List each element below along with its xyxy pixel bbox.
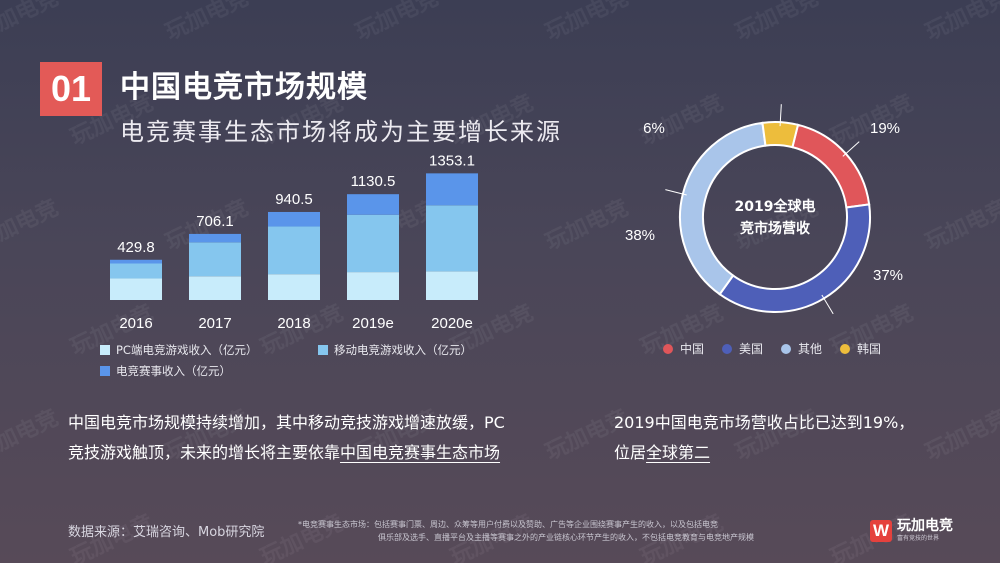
page-subtitle: 电竞赛事生态市场将成为主要增长来源 xyxy=(120,118,562,146)
left-description-line2-text: 竞技游戏触顶，未来的增长将主要依靠 xyxy=(68,443,341,462)
watermark-text: 玩加电竞 xyxy=(0,0,62,45)
legend-swatch-pc xyxy=(100,345,110,355)
bar-segment-pc-2018 xyxy=(268,274,320,300)
section-number-badge: 01 xyxy=(40,62,102,116)
bar-segment-esports-2017 xyxy=(189,233,241,243)
bar-segment-mobile-2018 xyxy=(268,226,320,275)
donut-slice-china xyxy=(791,123,871,209)
logo-name: 玩加电竞 xyxy=(897,518,953,534)
slice-leader-line xyxy=(665,189,687,196)
watermark-text: 玩加电竞 xyxy=(922,0,1000,45)
right-description-line2-text: 位居 xyxy=(614,443,647,462)
legend-label: 韩国 xyxy=(857,342,882,356)
slice-percent-label: 19% xyxy=(870,120,900,137)
legend-item-mobile: 移动电竞游戏收入（亿元） xyxy=(318,342,472,358)
slice-leader-line xyxy=(842,141,860,157)
watermark-text: 玩加电竞 xyxy=(0,405,62,465)
legend-label-mobile: 移动电竞游戏收入（亿元） xyxy=(334,343,472,357)
donut-center-label: 2019全球电 xyxy=(735,198,816,215)
category-label: 2017 xyxy=(198,315,231,332)
slice-leader-line xyxy=(779,104,782,127)
right-description: 2019中国电竞市场营收占比已达到19%， 位居全球第二 xyxy=(614,408,954,468)
watermark-text: 玩加电竞 xyxy=(542,0,632,45)
slice-percent-label: 38% xyxy=(625,227,655,244)
legend-label-esports: 电竞赛事收入（亿元） xyxy=(116,364,231,378)
watermark-text: 玩加电竞 xyxy=(162,0,252,45)
left-description: 中国电竞市场规模持续增加，其中移动竞技游戏增速放缓，PC 竞技游戏触顶，未来的增… xyxy=(68,408,568,468)
bar-total-label: 940.5 xyxy=(275,191,313,208)
legend-label: 中国 xyxy=(680,342,705,356)
page-title: 中国电竞市场规模 xyxy=(120,70,368,105)
highlight-ecosystem-market: 中国电竞赛事生态市场 xyxy=(340,443,501,462)
footnote-line1: *电竞赛事生态市场：包括赛事门票、周边、众筹等用户付费以及赞助、广告等企业围绕赛… xyxy=(298,520,718,529)
bar-segment-esports-2019e xyxy=(347,194,399,215)
category-label: 2019e xyxy=(352,315,394,332)
bar-segment-mobile-2017 xyxy=(189,242,241,277)
left-description-line1: 中国电竞市场规模持续增加，其中移动竞技游戏增速放缓，PC xyxy=(68,413,505,432)
watermark-text: 玩加电竞 xyxy=(0,195,62,255)
slice-leader-line xyxy=(821,294,834,315)
logo-w-icon: W xyxy=(870,520,892,542)
bar-segment-esports-2018 xyxy=(268,211,320,227)
logo-tagline: 富有竞技的世界 xyxy=(897,535,940,542)
bar-total-label: 706.1 xyxy=(196,213,234,230)
bar-segment-mobile-2020e xyxy=(426,205,478,272)
slice-percent-label: 37% xyxy=(873,267,903,284)
legend-dot xyxy=(663,343,673,354)
watermark-text: 玩加电竞 xyxy=(732,0,822,45)
bar-segment-pc-2020e xyxy=(426,271,478,300)
legend-label: 美国 xyxy=(739,342,764,356)
legend-label: 其他 xyxy=(798,342,823,356)
category-label: 2016 xyxy=(119,315,152,332)
bar-segment-esports-2020e xyxy=(426,173,478,206)
donut-center-label: 竞市场营收 xyxy=(740,220,811,237)
legend-dot xyxy=(840,343,851,354)
slice-percent-label: 6% xyxy=(643,120,665,137)
bar-total-label: 1130.5 xyxy=(351,173,396,190)
donut-legend-item-china: 中国 xyxy=(663,340,704,357)
donut-legend-item-usa: 美国 xyxy=(722,340,763,357)
legend-item-esports: 电竞赛事收入（亿元） xyxy=(100,363,520,379)
highlight-global-second: 全球第二 xyxy=(646,443,711,462)
category-label: 2020e xyxy=(431,315,473,332)
donut-legend: 中国 美国 其他 韩国 xyxy=(663,340,881,357)
brand-logo: W 玩加电竞 富有竞技的世界 xyxy=(870,516,980,546)
watermark-text: 玩加电竞 xyxy=(352,0,442,45)
donut-slice-korea xyxy=(761,121,800,149)
donut-legend-item-korea: 韩国 xyxy=(840,340,881,357)
donut-legend-item-other: 其他 xyxy=(781,340,822,357)
bar-chart-legend: PC端电竞游戏收入（亿元） 移动电竞游戏收入（亿元） 电竞赛事收入（亿元） xyxy=(100,342,520,379)
bar-segment-esports-2016 xyxy=(110,259,162,264)
bar-segment-mobile-2019e xyxy=(347,214,399,273)
category-label: 2018 xyxy=(277,315,310,332)
legend-swatch-esports xyxy=(100,366,110,376)
legend-dot xyxy=(781,343,792,354)
bar-segment-pc-2017 xyxy=(189,276,241,300)
bar-segment-pc-2016 xyxy=(110,278,162,300)
logo-text: 玩加电竞 富有竞技的世界 xyxy=(897,519,953,543)
right-description-line1: 2019中国电竞市场营收占比已达到19%， xyxy=(614,413,915,432)
left-description-line2: 竞技游戏触顶，未来的增长将主要依靠中国电竞赛事生态市场 xyxy=(68,438,568,468)
legend-dot xyxy=(722,343,733,354)
right-description-line2: 位居全球第二 xyxy=(614,438,954,468)
bar-total-label: 429.8 xyxy=(117,239,155,256)
bar-segment-mobile-2016 xyxy=(110,263,162,279)
legend-item-pc: PC端电竞游戏收入（亿元） xyxy=(100,342,318,358)
data-source: 数据来源：艾瑞咨询、Mob研究院 xyxy=(68,525,265,540)
legend-label-pc: PC端电竞游戏收入（亿元） xyxy=(116,343,258,357)
footnote-line2: 俱乐部及选手、直播平台及主播等赛事之外的产业链核心环节产生的收入，不包括电竞教育… xyxy=(378,533,754,542)
market-size-bar-chart: 429.8 2016 706.1 2017 940.5 2018 1130.5 2019e 13… xyxy=(110,152,478,332)
legend-swatch-mobile xyxy=(318,345,328,355)
bar-total-label: 1353.1 xyxy=(429,152,475,169)
bar-segment-pc-2019e xyxy=(347,272,399,300)
footnote: *电竞赛事生态市场：包括赛事门票、周边、众筹等用户付费以及赞助、广告等企业围绕赛… xyxy=(298,518,818,544)
